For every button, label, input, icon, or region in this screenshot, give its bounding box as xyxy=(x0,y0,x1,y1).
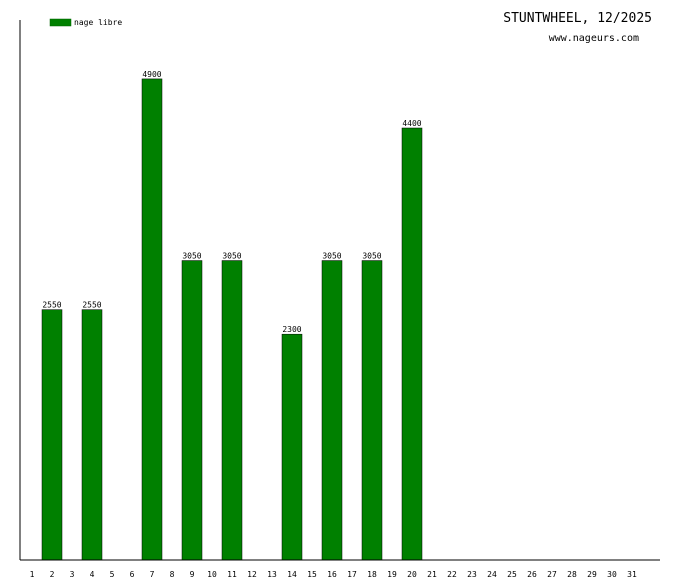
x-tick-label: 28 xyxy=(567,570,577,579)
x-tick-label: 22 xyxy=(447,570,457,579)
x-tick-label: 3 xyxy=(70,570,75,579)
x-tick-label: 2 xyxy=(50,570,55,579)
x-tick-label: 15 xyxy=(307,570,317,579)
x-tick-label: 27 xyxy=(547,570,557,579)
x-tick-label: 29 xyxy=(587,570,597,579)
bar-value-label: 2300 xyxy=(282,325,301,334)
value-labels-group: 2550 2550 4900 3050 3050 2300 3050 3050 4400 xyxy=(42,70,421,334)
x-tick-label: 26 xyxy=(527,570,537,579)
bar xyxy=(401,127,423,561)
bar-value-label: 4900 xyxy=(142,70,161,79)
x-tick-label: 24 xyxy=(487,570,497,579)
bar-value-label: 3050 xyxy=(182,252,201,261)
x-tick-label: 25 xyxy=(507,570,517,579)
bar-value-label: 4400 xyxy=(402,119,421,128)
bar-value-label: 2550 xyxy=(42,301,61,310)
bar-value-label: 3050 xyxy=(322,252,341,261)
x-tick-label: 23 xyxy=(467,570,477,579)
x-tick-label: 9 xyxy=(190,570,195,579)
x-tick-label: 19 xyxy=(387,570,397,579)
x-tick-label: 5 xyxy=(110,570,115,579)
legend-swatch xyxy=(49,18,72,27)
x-tick-label: 8 xyxy=(170,570,175,579)
x-tick-label: 10 xyxy=(207,570,217,579)
bar-value-label: 3050 xyxy=(362,252,381,261)
x-tick-label: 31 xyxy=(627,570,637,579)
x-tick-label: 21 xyxy=(427,570,437,579)
bar xyxy=(81,309,103,561)
bar-value-label: 2550 xyxy=(82,301,101,310)
x-tick-label: 17 xyxy=(347,570,357,579)
bars-group xyxy=(41,78,423,561)
x-tick-label: 1 xyxy=(30,570,35,579)
x-tick-label: 30 xyxy=(607,570,617,579)
x-tick-label: 18 xyxy=(367,570,377,579)
x-tick-label: 16 xyxy=(327,570,337,579)
bar-value-label: 3050 xyxy=(222,252,241,261)
x-tick-label: 7 xyxy=(150,570,155,579)
legend-label: nage libre xyxy=(74,18,122,27)
bar xyxy=(281,333,303,561)
bar xyxy=(141,78,163,561)
bar xyxy=(181,260,203,561)
x-tick-label: 12 xyxy=(247,570,257,579)
x-tick-label: 20 xyxy=(407,570,417,579)
bar xyxy=(361,260,383,561)
x-axis-ticks: 1 2 3 4 5 6 7 8 9 10 11 12 13 14 15 16 17 18 19 20 21 22 23 24 2… xyxy=(30,570,637,579)
chart-title: STUNTWHEEL, 12/2025 xyxy=(503,11,652,26)
x-tick-label: 6 xyxy=(130,570,135,579)
x-tick-label: 11 xyxy=(227,570,237,579)
x-tick-label: 14 xyxy=(287,570,297,579)
x-tick-label: 13 xyxy=(267,570,277,579)
bar xyxy=(41,309,63,561)
legend: nage libre xyxy=(49,18,122,27)
x-tick-label: 4 xyxy=(90,570,95,579)
site-url: www.nageurs.com xyxy=(549,33,639,44)
bar xyxy=(221,260,243,561)
bar xyxy=(321,260,343,561)
